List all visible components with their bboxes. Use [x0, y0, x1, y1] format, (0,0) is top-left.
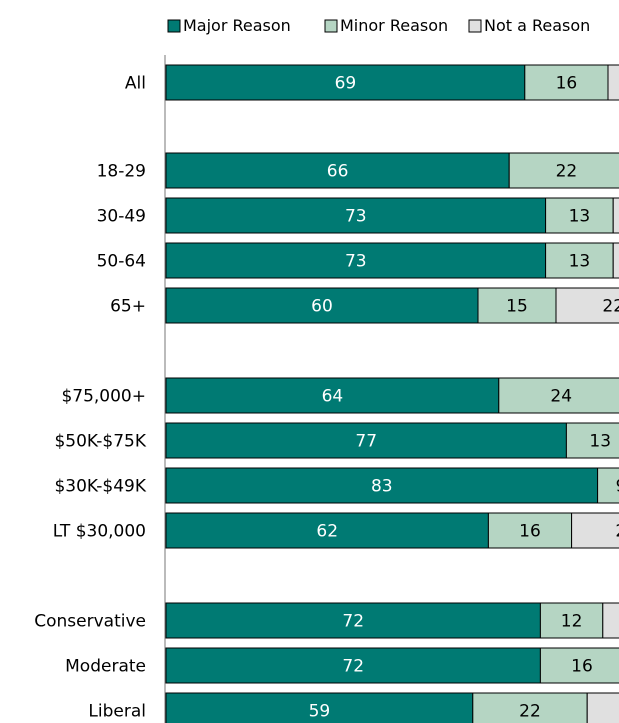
legend-item-major-reason: Major Reason [167, 16, 291, 35]
bar-segment-not-a-reason [586, 692, 619, 723]
category-label: $75,000+ [61, 387, 146, 407]
data-label-minor-reason: 16 [519, 522, 541, 542]
bar-segment-minor-reason [545, 197, 614, 234]
legend-item-minor-reason: Minor Reason [324, 16, 448, 35]
data-label-major-reason: 62 [316, 522, 338, 542]
bar-segment-not-a-reason [555, 287, 619, 324]
data-label-major-reason: 72 [342, 657, 364, 677]
category-label: 30-49 [97, 207, 146, 227]
bar-row-18-29: 662211 [165, 152, 619, 189]
category-labels: All 18-29 30-49 50-64 65+ $75,000+ $50K-$75K $3… [34, 74, 147, 722]
data-label-minor-reason: 9 [616, 477, 619, 497]
bar-segment-minor-reason [472, 692, 588, 723]
bar-segment-not-a-reason [602, 602, 619, 639]
bar-segment-not-a-reason [607, 64, 619, 101]
bar-row-30k-49k: 8398 [165, 467, 619, 504]
bar-row-liberal: 59 22 16 [165, 692, 619, 723]
data-label-not-a-reason: 21 [615, 522, 619, 542]
bar-segment-major-reason [165, 602, 541, 639]
data-label-major-reason: 73 [345, 252, 367, 272]
bar-row-all: 691614 [165, 64, 619, 101]
legend-label-not-a-reason: Not a Reason [484, 16, 590, 35]
data-label-major-reason: 66 [327, 162, 349, 182]
legend-label-major-reason: Major Reason [183, 16, 291, 35]
bar-segment-minor-reason [487, 512, 573, 549]
bar-row-75-000: 642411 [165, 377, 619, 414]
data-label-major-reason: 72 [342, 612, 364, 632]
bar-row-50-64: 731313 [165, 242, 619, 279]
bar-segment-not-a-reason [612, 197, 619, 234]
legend: Major Reason Minor Reason Not a Reason [167, 16, 590, 35]
category-label: Moderate [65, 657, 146, 677]
category-label: Liberal [88, 702, 146, 722]
data-label-minor-reason: 13 [569, 252, 591, 272]
category-label: $30K-$49K [54, 477, 146, 497]
category-label: 18-29 [97, 162, 146, 182]
bar-row-conservative: 721214 [165, 602, 619, 639]
data-label-major-reason: 77 [355, 432, 377, 452]
data-label-minor-reason: 15 [506, 297, 528, 317]
data-label-minor-reason: 24 [550, 387, 572, 407]
legend-swatch-minor-reason [324, 19, 338, 33]
category-label: 65+ [110, 297, 146, 317]
bar-segment-minor-reason [524, 64, 609, 101]
data-label-minor-reason: 16 [571, 657, 593, 677]
data-label-major-reason: 64 [322, 387, 344, 407]
bar-row-lt-30-000: 62 16 21 [165, 512, 619, 549]
data-label-minor-reason: 12 [561, 612, 583, 632]
data-label-minor-reason: 16 [556, 74, 578, 94]
data-label-minor-reason: 13 [589, 432, 611, 452]
bar-row-50k-75k: 77139 [165, 422, 619, 459]
category-label: Conservative [34, 612, 146, 632]
bar-segment-major-reason [165, 242, 547, 279]
bar-row-30-49: 731313 [165, 197, 619, 234]
data-label-not-a-reason: 16 [618, 702, 619, 722]
data-label-major-reason: 73 [345, 207, 367, 227]
bar-segment-minor-reason [508, 152, 619, 189]
bar-segment-minor-reason [539, 647, 619, 684]
bar-segment-major-reason [165, 197, 547, 234]
data-label-minor-reason: 13 [569, 207, 591, 227]
bar-segment-minor-reason [498, 377, 619, 414]
category-label: 50-64 [97, 252, 146, 272]
bar-row-65: 60 15 22 [165, 287, 619, 324]
bar-row-moderate: 721612 [165, 647, 619, 684]
data-label-major-reason: 69 [335, 74, 357, 94]
bar-segment-not-a-reason [612, 242, 619, 279]
data-label-major-reason: 59 [309, 702, 331, 722]
category-label: All [125, 74, 146, 94]
bar-segment-minor-reason [565, 422, 619, 459]
legend-swatch-not-a-reason [468, 19, 482, 33]
bar-segment-not-a-reason [571, 512, 619, 549]
data-label-minor-reason: 22 [556, 162, 578, 182]
bars-group: 6916146622117313137313136015226424117713… [165, 64, 619, 723]
category-label: $50K-$75K [54, 432, 146, 452]
bar-segment-minor-reason [477, 287, 557, 324]
category-label: LT $30,000 [53, 522, 146, 542]
bar-segment-major-reason [165, 692, 474, 723]
bar-segment-major-reason [165, 422, 567, 459]
bar-segment-major-reason [165, 377, 500, 414]
bar-segment-minor-reason [545, 242, 614, 279]
bar-segment-minor-reason [597, 467, 619, 504]
data-label-major-reason: 60 [311, 297, 333, 317]
legend-swatch-major-reason [167, 19, 181, 33]
data-label-major-reason: 83 [371, 477, 393, 497]
bar-segment-major-reason [165, 152, 510, 189]
data-label-minor-reason: 22 [519, 702, 541, 722]
legend-label-minor-reason: Minor Reason [340, 16, 448, 35]
legend-item-not-a-reason: Not a Reason [468, 16, 590, 35]
data-label-not-a-reason: 22 [602, 297, 619, 317]
